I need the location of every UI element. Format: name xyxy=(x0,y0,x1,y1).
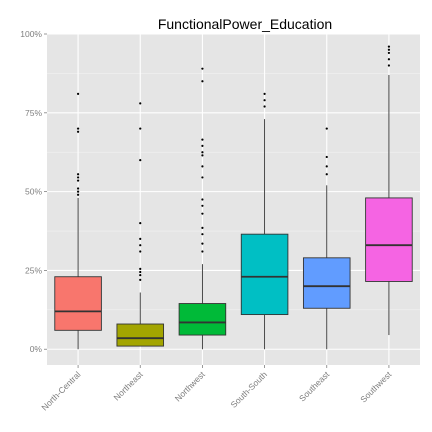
outlier-point xyxy=(201,80,204,83)
y-tick-label: 0% xyxy=(30,344,43,354)
x-axis-ticks: North-Central Northeast Northwest South-Sou… xyxy=(39,365,394,412)
x-tick-label: South-South xyxy=(229,369,270,410)
chart-title: FunctionalPower_Education xyxy=(158,16,332,32)
y-tick-label: 100% xyxy=(20,29,42,39)
box-northeast xyxy=(116,102,165,347)
box-north-central xyxy=(54,92,102,350)
outlier-point xyxy=(76,92,80,95)
outlier-point xyxy=(76,173,80,176)
box-series xyxy=(54,45,413,350)
outlier-point xyxy=(76,179,80,182)
outlier-point xyxy=(201,151,204,154)
box-body xyxy=(240,233,289,316)
outlier-point xyxy=(201,154,204,157)
outlier-point xyxy=(201,176,204,179)
x-tick-label: North-Central xyxy=(39,369,82,412)
outlier-point xyxy=(325,155,328,159)
outlier-point xyxy=(201,212,204,215)
outlier-point xyxy=(139,244,142,247)
outlier-point xyxy=(139,222,142,225)
outlier-point xyxy=(201,242,204,245)
outlier-point xyxy=(201,198,204,201)
plot-panel xyxy=(47,34,420,365)
outlier-point xyxy=(139,274,142,277)
outlier-point xyxy=(139,278,142,281)
outlier-point xyxy=(387,51,391,55)
outlier-point xyxy=(76,176,80,179)
outlier-point xyxy=(76,190,80,193)
outlier-point xyxy=(387,45,391,48)
box-body xyxy=(302,257,351,309)
x-tick-label: Southwest xyxy=(358,369,394,405)
box-body xyxy=(365,197,413,282)
outlier-point xyxy=(201,144,204,148)
outlier-point xyxy=(76,130,80,133)
outlier-point xyxy=(139,102,142,105)
outlier-point xyxy=(325,173,328,176)
box-body xyxy=(54,276,102,331)
outlier-point xyxy=(263,92,266,95)
y-tick-label: 75% xyxy=(25,108,42,118)
outlier-point xyxy=(387,58,391,61)
grid-minor xyxy=(47,73,420,311)
box-southeast xyxy=(302,127,351,350)
outlier-point xyxy=(201,226,204,229)
box-body xyxy=(178,303,227,336)
outlier-point xyxy=(76,127,80,130)
box-southwest xyxy=(365,45,413,336)
x-tick-label: Northwest xyxy=(173,369,208,404)
outlier-point xyxy=(201,250,204,253)
outlier-point xyxy=(76,193,80,196)
outlier-point xyxy=(201,67,204,70)
outlier-point xyxy=(139,267,142,270)
outlier-point xyxy=(263,105,266,108)
y-tick-label: 50% xyxy=(25,187,42,197)
outlier-point xyxy=(387,48,391,51)
outlier-point xyxy=(139,250,142,253)
box-body xyxy=(116,323,165,347)
outlier-point xyxy=(201,138,204,141)
y-axis-ticks: 0% 25% 50% 75% 100% xyxy=(20,29,47,354)
outlier-point xyxy=(139,237,142,241)
box-south-south xyxy=(240,92,289,350)
box-northwest xyxy=(178,67,227,350)
outlier-point xyxy=(263,99,266,102)
outlier-point xyxy=(201,233,204,236)
x-tick-label: Southeast xyxy=(297,369,332,404)
outlier-point xyxy=(325,165,328,168)
outlier-point xyxy=(139,127,142,130)
outlier-point xyxy=(387,64,391,67)
outlier-point xyxy=(325,127,328,130)
y-tick-label: 25% xyxy=(25,265,42,275)
outlier-point xyxy=(139,270,142,274)
outlier-point xyxy=(201,165,204,168)
outlier-point xyxy=(76,187,80,190)
x-tick-label: Northeast xyxy=(112,369,146,403)
outlier-point xyxy=(201,204,204,207)
outlier-point xyxy=(139,158,142,162)
